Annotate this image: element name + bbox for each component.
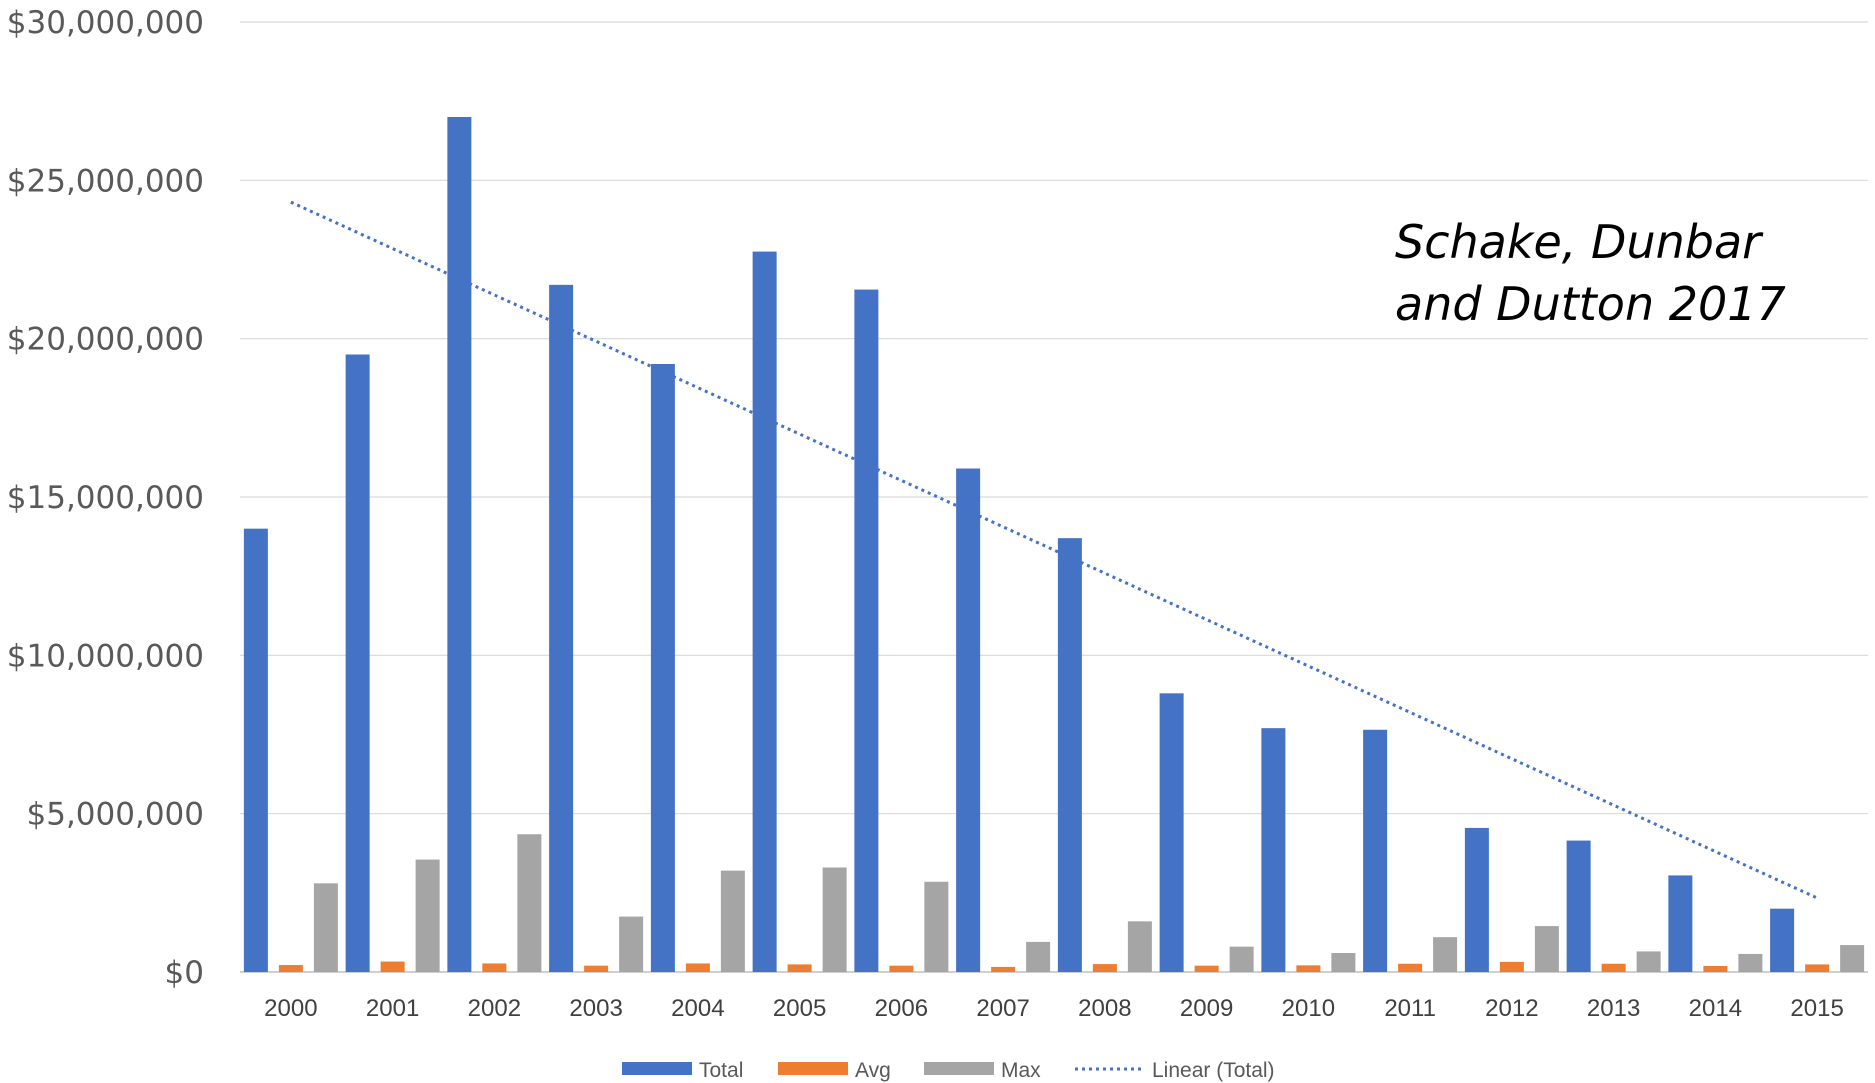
x-tick-label: 2007 [976,995,1029,1022]
x-tick-label: 2010 [1282,995,1335,1022]
legend: Total Avg Max Linear (Total) [622,1059,1275,1082]
bar-total-2012 [1464,827,1489,972]
bar-total-2008 [1057,538,1082,972]
bar-total-2013 [1566,840,1591,972]
x-tick-label: 2005 [773,995,826,1022]
bar-max-2015 [1840,945,1865,972]
bar-max-2004 [720,870,745,972]
legend-swatch-max [924,1062,994,1075]
bar-avg-2002 [482,963,507,972]
bar-total-2011 [1363,729,1388,972]
bar-max-2010 [1331,953,1356,972]
annotation-line-1: Schake, Dunbar [1395,215,1764,269]
bar-max-2000 [313,883,338,972]
bar-avg-2004 [685,963,710,972]
bar-max-2003 [619,916,644,972]
gridlines [240,21,1868,973]
x-tick-label: 2013 [1587,995,1640,1022]
x-tick-label: 2008 [1078,995,1131,1022]
bar-max-2014 [1738,953,1763,972]
bar-max-2001 [415,859,440,972]
bar-avg-2006 [889,965,914,972]
legend-swatch-avg [778,1062,848,1075]
x-axis-ticks: 2000 2001 2002 2003 2004 2005 2006 2007 2008 2009… [264,995,1844,1022]
x-tick-label: 2003 [569,995,622,1022]
x-tick-label: 2015 [1790,995,1843,1022]
x-tick-label: 2001 [366,995,419,1022]
bar-total-2004 [650,364,675,972]
bar-max-2005 [822,867,847,972]
bars [243,117,1865,973]
x-tick-label: 2000 [264,995,317,1022]
legend-label-total: Total [699,1059,743,1082]
bar-avg-2007 [991,966,1016,972]
x-tick-label: 2012 [1485,995,1538,1022]
bar-avg-2011 [1398,963,1423,972]
y-tick-label: $0 [165,955,204,991]
legend-label-avg: Avg [855,1059,891,1082]
bar-total-2015 [1770,908,1795,972]
x-tick-label: 2009 [1180,995,1233,1022]
bar-avg-2008 [1092,964,1117,972]
bar-total-2010 [1261,728,1286,972]
bar-max-2008 [1127,921,1152,972]
legend-swatch-total [622,1062,692,1075]
y-axis-ticks: $0 $5,000,000 $10,000,000 $15,000,000 $20,00… [7,5,204,991]
y-tick-label: $20,000,000 [7,322,204,358]
bar-max-2013 [1636,951,1661,972]
bar-avg-2001 [380,961,405,972]
bar-avg-2012 [1499,961,1524,972]
bar-avg-2003 [584,965,609,972]
bar-avg-2013 [1601,963,1626,972]
x-tick-label: 2004 [671,995,724,1022]
x-tick-label: 2014 [1689,995,1742,1022]
x-tick-label: 2002 [468,995,521,1022]
bar-avg-2010 [1296,965,1321,972]
annotation-line-2: and Dutton 2017 [1395,277,1786,331]
bar-max-2011 [1433,937,1458,972]
bar-avg-2014 [1703,965,1728,972]
bar-max-2012 [1534,926,1559,972]
bar-total-2001 [345,354,370,972]
y-tick-label: $25,000,000 [7,163,204,199]
bar-avg-2005 [787,964,812,972]
y-tick-label: $30,000,000 [7,5,204,41]
bar-total-2014 [1668,875,1693,972]
bar-total-2000 [243,528,268,972]
y-tick-label: $15,000,000 [7,480,204,516]
bar-max-2009 [1229,946,1254,972]
y-tick-label: $10,000,000 [7,638,204,674]
x-tick-label: 2011 [1384,995,1436,1022]
bar-total-2005 [752,251,777,973]
bar-total-2006 [854,289,879,972]
bar-avg-2009 [1194,965,1219,972]
bar-max-2006 [924,881,949,972]
legend-label-max: Max [1001,1059,1041,1082]
bar-max-2002 [517,834,542,972]
bar-total-2002 [447,117,472,972]
bar-avg-2000 [278,965,303,972]
y-tick-label: $5,000,000 [27,797,205,833]
bar-total-2009 [1159,693,1184,972]
bar-avg-2015 [1805,964,1830,972]
bar-total-2003 [549,284,574,972]
bar-total-2007 [956,468,981,972]
legend-label-linear-total: Linear (Total) [1152,1059,1275,1082]
x-tick-label: 2006 [875,995,928,1022]
bar-max-2007 [1026,941,1051,972]
